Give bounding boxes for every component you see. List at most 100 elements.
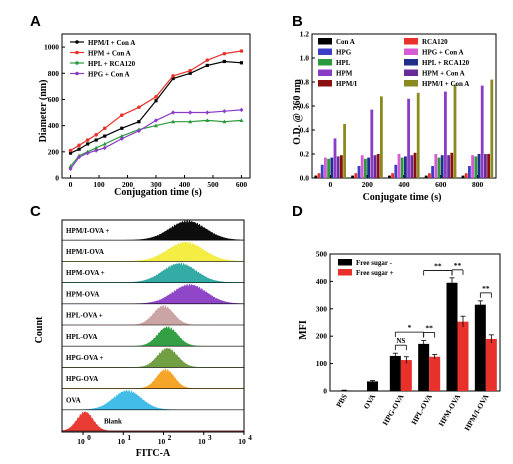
panel-a-point	[205, 58, 210, 62]
panel-letter-c: C	[30, 203, 41, 220]
panel-a-xtick-label: 0	[69, 180, 73, 189]
panel-c-frame	[61, 219, 245, 433]
panel-b-legend-swatch	[404, 59, 418, 66]
panel-b: B O.D. @ 360 nm Conjugate time (s) 0.0 0.…	[292, 13, 497, 203]
panel-b-xlabel: Conjugate time (s)	[363, 192, 442, 203]
panel-a-point	[239, 61, 244, 65]
panel-a-point	[85, 150, 90, 156]
panel-b-bar	[357, 166, 361, 178]
panel-b-legend-swatch	[404, 69, 418, 76]
panel-d-significance: **	[454, 261, 462, 270]
panel-a-point	[171, 119, 176, 124]
panel-d-bar	[485, 338, 497, 391]
panel-c-xtick-exp: 0	[87, 433, 91, 442]
panel-b-legend-label: HPM/I	[336, 80, 357, 88]
panel-d-ytick-label: 500	[316, 250, 328, 259]
panel-b-legend-label: HPM + Con A	[422, 70, 465, 78]
panel-a-legend-marker	[75, 40, 79, 44]
panel-c-xtick-base: 10	[158, 437, 166, 446]
panel-b-bar	[416, 92, 420, 178]
panel-b-bar	[376, 154, 380, 178]
panel-letter-a: A	[30, 13, 41, 30]
panel-b-legend-swatch	[318, 38, 332, 45]
panel-d-bar	[389, 355, 401, 391]
panel-b-legend-label: HPM/I + Con A	[422, 80, 469, 88]
panel-d-significance: *	[408, 323, 412, 332]
panel-c-series-label: HPG-OVA	[66, 375, 98, 383]
panel-b-bar	[360, 155, 364, 178]
panel-d-bar	[367, 381, 378, 391]
panel-c-xtick-exp: 1	[127, 433, 131, 442]
panel-b-ytick-label: 0.8	[300, 78, 310, 87]
panel-a-point	[94, 148, 99, 153]
panel-a-legend-label: HPM + Con A	[88, 50, 131, 58]
panel-c-series-label: HPM/I-OVA	[66, 248, 104, 256]
panel-a-point	[137, 105, 141, 110]
panel-c-series-label: HPL-OVA +	[66, 312, 103, 320]
panel-a-point	[68, 151, 73, 155]
panel-c-series-label: HPL-OVA	[66, 333, 97, 341]
panel-b-bar	[428, 173, 431, 178]
panel-b-legend-label: HPM	[336, 70, 353, 78]
panel-d-xtick-label: PBS	[334, 393, 349, 409]
panel-d-xtick-label: HPL-OVA	[409, 392, 434, 426]
panel-a-point	[222, 109, 227, 114]
panel-d-xtick-label: HPM-OVA	[437, 392, 463, 428]
panel-d-significance: **	[482, 284, 490, 293]
panel-a-point	[188, 71, 192, 75]
panel-a-point	[68, 148, 73, 153]
panel-a-point	[154, 123, 158, 128]
panel-b-bar	[380, 96, 383, 178]
panel-a-point	[205, 110, 210, 115]
panel-a-point	[94, 133, 98, 137]
panel-b-bar	[364, 158, 367, 178]
panel-c-series-label: HPM-OVA	[66, 290, 99, 298]
panel-a-series-line	[70, 119, 242, 167]
panel-b-bar	[464, 173, 468, 178]
panel-a-point	[188, 119, 193, 124]
panel-a-point	[205, 63, 209, 68]
panel-a-point	[171, 76, 175, 81]
panel-b-legend-swatch	[404, 38, 418, 45]
panel-d-bar	[457, 321, 469, 391]
panel-b-bar	[388, 175, 391, 178]
panel-d-legend-label: Free sugar +	[356, 269, 394, 277]
panel-a-point	[68, 166, 73, 172]
panel-b-ytick-label: 0.2	[300, 150, 310, 159]
panel-a-ytick-label: 600	[48, 95, 60, 104]
panel-b-bar	[397, 154, 401, 178]
panel-d-bar	[418, 343, 430, 391]
panel-a-legend-label: HPL + RCA120	[88, 60, 136, 68]
panel-a-legend-marker	[75, 61, 79, 65]
panel-b-bar	[373, 155, 377, 178]
panel-a-xtick-label: 300	[150, 180, 162, 189]
panel-b-bar	[391, 173, 394, 178]
panel-b-legend-label: Con A	[336, 38, 355, 46]
panel-a-point	[136, 128, 141, 134]
panel-b-bar	[317, 173, 321, 178]
panel-b-legend-label: HPL	[336, 59, 351, 67]
panel-a-point	[102, 145, 107, 151]
panel-d-ytick-label: 100	[316, 359, 328, 368]
panel-b-bar	[450, 152, 454, 178]
panel-c-histogram	[61, 411, 244, 432]
panel-d-legend-label: Free sugar -	[356, 259, 393, 267]
panel-a-point	[154, 99, 158, 103]
panel-b-legend-swatch	[404, 80, 418, 87]
panel-d-xtick-label: HPM/I-OVA	[462, 392, 490, 432]
panel-a-legend-marker	[75, 50, 79, 55]
panel-d: D MFI 0 100 200 300 400 500 PBS OVA HPG-OVA HPL-O…	[292, 203, 501, 432]
panel-a-point	[137, 120, 141, 124]
panel-b-bar	[394, 164, 398, 178]
panel-b-legend-swatch	[318, 80, 332, 87]
panel-a-point	[188, 110, 193, 115]
panel-b-ytick-label: 0.4	[300, 126, 310, 135]
panel-a-point	[119, 136, 124, 141]
panel-a-xlabel: Conjugation time (s)	[114, 187, 202, 198]
panel-b-bar	[444, 91, 447, 178]
panel-b-bar	[320, 164, 324, 178]
panel-b-bar	[487, 154, 490, 178]
panel-b-bar	[434, 154, 438, 178]
panel-a-point	[171, 74, 175, 78]
panel-b-xtick-label: 400	[398, 180, 410, 189]
